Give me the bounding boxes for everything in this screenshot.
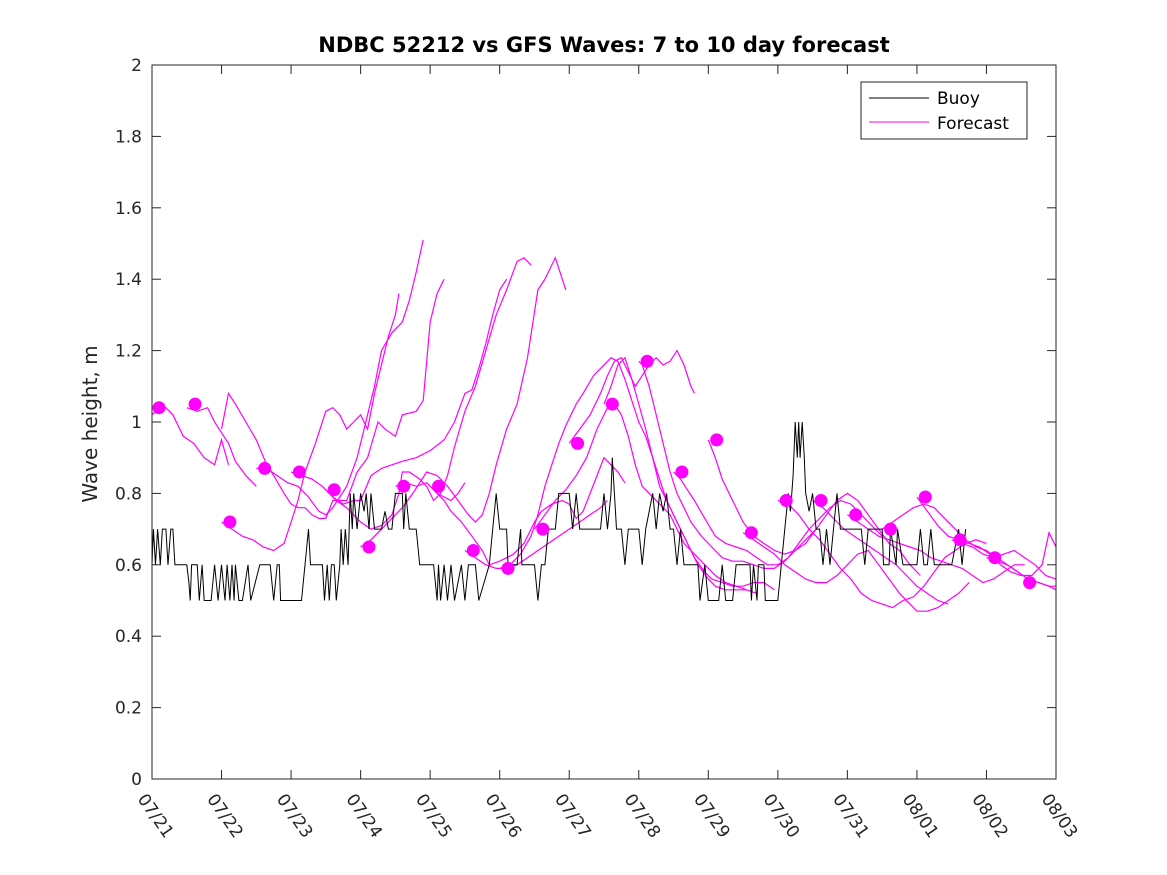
y-tick-label-7: 1.4 xyxy=(115,270,142,290)
forecast-marker-3 xyxy=(258,461,272,475)
plot-area xyxy=(152,65,1056,779)
forecast-line-24 xyxy=(951,539,1057,580)
forecast-marker-16 xyxy=(710,433,724,447)
forecast-marker-8 xyxy=(432,479,445,493)
forecast-marker-25 xyxy=(1023,576,1037,590)
forecast-line-17 xyxy=(707,439,921,576)
y-tick-label-2: 0.4 xyxy=(115,627,142,647)
plot-content xyxy=(151,239,1057,612)
forecast-marker-15 xyxy=(675,465,689,479)
legend: Buoy Forecast xyxy=(860,81,1028,140)
forecast-line-14 xyxy=(603,356,775,591)
forecast-marker-0 xyxy=(152,401,166,415)
forecast-marker-18 xyxy=(779,494,793,507)
forecast-marker-4 xyxy=(292,465,306,479)
legend-box xyxy=(860,81,1028,140)
forecast-line-4 xyxy=(220,278,445,520)
forecast-line-16 xyxy=(673,471,883,566)
y-tick-label-9: 1.8 xyxy=(115,127,142,147)
forecast-line-12 xyxy=(534,403,758,594)
y-axis-label: Wave height, m xyxy=(78,345,102,502)
forecast-marker-9 xyxy=(466,544,480,557)
forecast-marker-7 xyxy=(397,479,411,493)
forecast-marker-13 xyxy=(605,397,619,411)
forecast-marker-21 xyxy=(884,522,897,536)
y-tick-label-0: 0 xyxy=(131,770,142,790)
y-tick-label-10: 2 xyxy=(131,56,142,76)
forecast-line-13 xyxy=(568,349,695,444)
forecast-marker-5 xyxy=(327,483,341,497)
y-tick-labels: 0 0.2 0.4 0.6 0.8 1 1.2 1.4 1.6 1.8 2 xyxy=(115,56,142,790)
forecast-marker-11 xyxy=(536,522,550,536)
forecast-line-3 xyxy=(256,239,424,516)
y-tick-label-4: 0.8 xyxy=(115,484,142,504)
forecast-marker-17 xyxy=(744,526,758,540)
y-tick-label-5: 1 xyxy=(131,413,142,433)
forecast-line-7 xyxy=(360,256,567,548)
forecast-marker-14 xyxy=(640,354,654,368)
forecast-marker-6 xyxy=(362,540,376,554)
forecast-line-2 xyxy=(221,293,400,552)
y-tick-label-3: 0.6 xyxy=(115,556,142,576)
forecast-marker-23 xyxy=(953,533,967,547)
forecast-line-1 xyxy=(186,406,257,487)
forecast-marker-22 xyxy=(918,490,932,504)
chart-title: NDBC 52212 vs GFS Waves: 7 to 10 day for… xyxy=(318,33,889,57)
y-tick-label-6: 1.2 xyxy=(115,342,142,362)
forecast-marker-24 xyxy=(988,551,1002,565)
forecast-marker-10 xyxy=(501,561,515,575)
forecast-marker-1 xyxy=(188,397,202,411)
y-tick-label-8: 1.6 xyxy=(115,199,142,219)
axis-ticks xyxy=(151,64,1057,780)
legend-label-forecast: Forecast xyxy=(937,114,1009,134)
forecast-marker-20 xyxy=(849,508,863,522)
legend-label-buoy: Buoy xyxy=(937,89,980,109)
forecast-marker-12 xyxy=(571,436,585,450)
forecast-line-21 xyxy=(847,514,1025,584)
buoy-series-line xyxy=(151,421,967,601)
forecast-marker-2 xyxy=(223,515,237,529)
forecast-line-20 xyxy=(812,500,949,605)
forecast-marker-19 xyxy=(814,494,828,507)
y-tick-label-1: 0.2 xyxy=(115,699,142,719)
forecast-line-19 xyxy=(777,499,987,609)
forecast-line-9 xyxy=(429,456,626,566)
